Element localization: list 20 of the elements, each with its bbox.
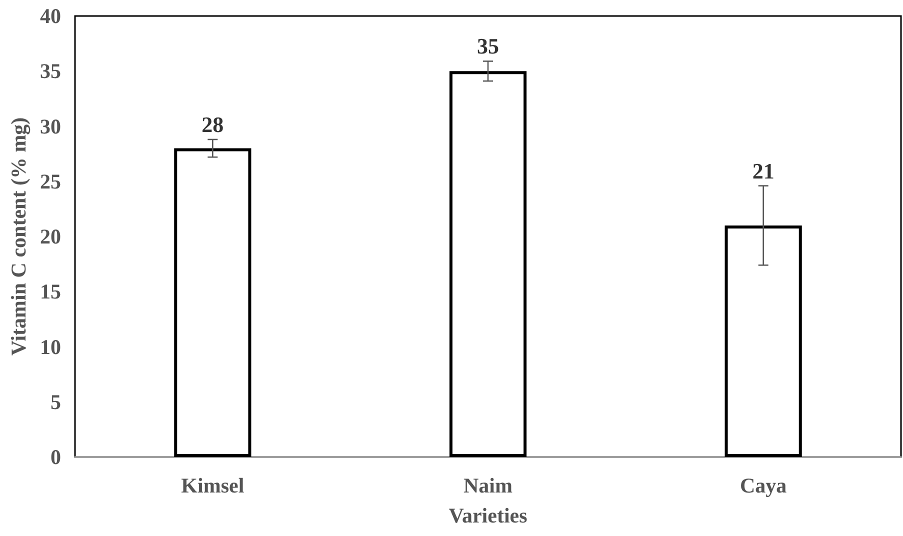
bar: [174, 148, 252, 457]
data-label: 35: [477, 34, 499, 59]
y-tick-label: 30: [40, 114, 61, 138]
y-tick-label: 15: [40, 280, 61, 304]
y-tick-label: 35: [40, 59, 61, 84]
data-label: 28: [202, 112, 224, 137]
x-tick-label: Kimsel: [181, 474, 244, 498]
y-tick-label: 20: [40, 224, 61, 248]
y-axis-title: Vitamin C content (% mg): [6, 117, 30, 356]
data-label: 21: [752, 158, 774, 184]
x-tick-label: Naim: [464, 474, 513, 498]
x-axis-title: Varieties: [448, 504, 528, 528]
x-tick-label: Caya: [740, 474, 788, 498]
bar: [449, 71, 527, 457]
bar: [724, 225, 802, 457]
y-tick-label: 10: [40, 334, 61, 359]
y-tick-label: 25: [40, 169, 61, 194]
y-tick-label: 0: [50, 445, 61, 469]
y-tick-label: 40: [40, 4, 61, 28]
y-tick-label: 5: [50, 390, 61, 414]
